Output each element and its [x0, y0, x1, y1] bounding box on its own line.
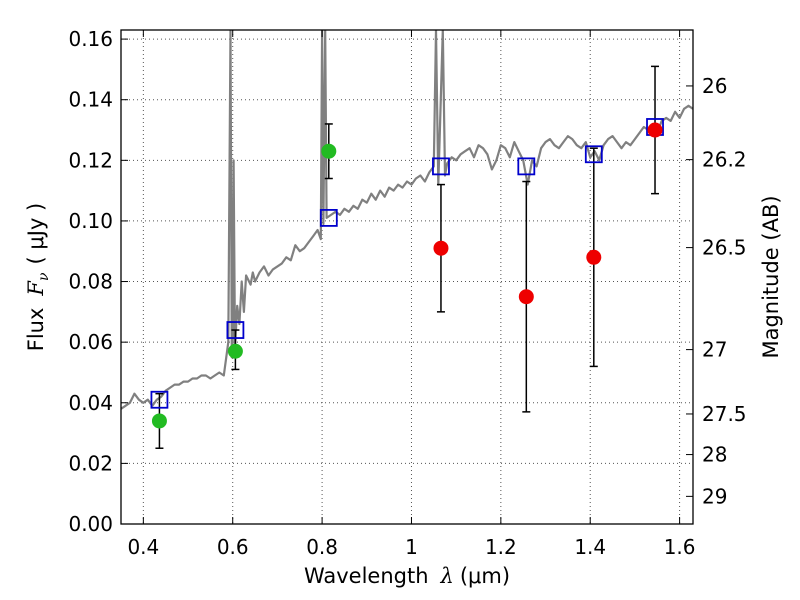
x-tick-label: 1.2 [485, 535, 517, 559]
right-tick-label: 26.2 [702, 148, 747, 172]
x-tick-label: 1 [405, 535, 418, 559]
right-tick-label: 28 [702, 443, 727, 467]
nir-data-point [433, 240, 449, 256]
y-tick-label: 0.08 [68, 270, 113, 294]
y-tick-label: 0.16 [68, 27, 113, 51]
y-tick-label: 0.04 [68, 391, 113, 415]
right-axis-label: Magnitude (AB) [759, 195, 783, 358]
model-photometry-square [319, 209, 338, 227]
right-tick-label: 26.5 [702, 236, 747, 260]
axis-ticks [121, 30, 693, 525]
right-tick-label: 29 [702, 484, 727, 508]
nir-data-point [586, 249, 602, 265]
markers [150, 118, 664, 429]
x-axis-label: Wavelength λ (μm) [304, 564, 510, 588]
x-tick-label: 0.6 [217, 535, 249, 559]
right-tick-label: 27.5 [702, 402, 747, 426]
model-photometry-square [517, 157, 536, 176]
y-tick-label: 0.12 [68, 148, 113, 172]
x-tick-label: 1.4 [574, 535, 606, 559]
y-tick-label: 0.02 [68, 451, 113, 475]
x-tick-label: 1.6 [664, 535, 696, 559]
x-tick-label: 0.8 [306, 535, 338, 559]
x-axis-label-text: Wavelength [304, 564, 429, 588]
grid [121, 30, 693, 525]
x-tick-labels: 0.4 0.6 0.8 1 1.2 1.4 1.6 [127, 535, 695, 559]
right-tick-labels: 26 26.2 26.5 27 27.5 28 29 [702, 74, 747, 508]
y-tick-label: 0.14 [68, 88, 113, 112]
x-tick-label: 0.4 [127, 535, 159, 559]
y-axis-label-text: Flux [24, 308, 48, 352]
model-photometry-square [226, 321, 245, 339]
nir-data-point [518, 289, 534, 305]
y-tick-label: 0.00 [68, 512, 113, 536]
model-photometry-square [584, 145, 603, 164]
spectrum-layer [121, 30, 693, 410]
model-photometry-square [150, 390, 169, 409]
optical-data-point [227, 343, 243, 359]
y-axis-label: Flux Fν ( μJy ) [24, 203, 52, 351]
right-tick-label: 27 [702, 338, 727, 362]
lambda-symbol: λ [440, 564, 454, 588]
y-axis-unit: ( μJy ) [24, 203, 48, 265]
flux-subscript: ν [36, 272, 52, 281]
x-axis-unit: (μm) [460, 564, 510, 588]
y-tick-label: 0.06 [68, 330, 113, 354]
model-photometry-square [432, 157, 450, 176]
optical-data-point [151, 413, 167, 429]
right-tick-label: 26 [702, 74, 727, 98]
optical-data-point [321, 143, 337, 159]
y-tick-labels: 0.00 0.02 0.04 0.06 0.08 0.10 0.12 0.14 0.16 [68, 27, 113, 536]
y-tick-label: 0.10 [68, 209, 113, 233]
plot-frame [120, 29, 694, 525]
flux-symbol: F [24, 280, 48, 297]
nir-data-point [647, 122, 663, 138]
spectrum-line [121, 30, 693, 410]
